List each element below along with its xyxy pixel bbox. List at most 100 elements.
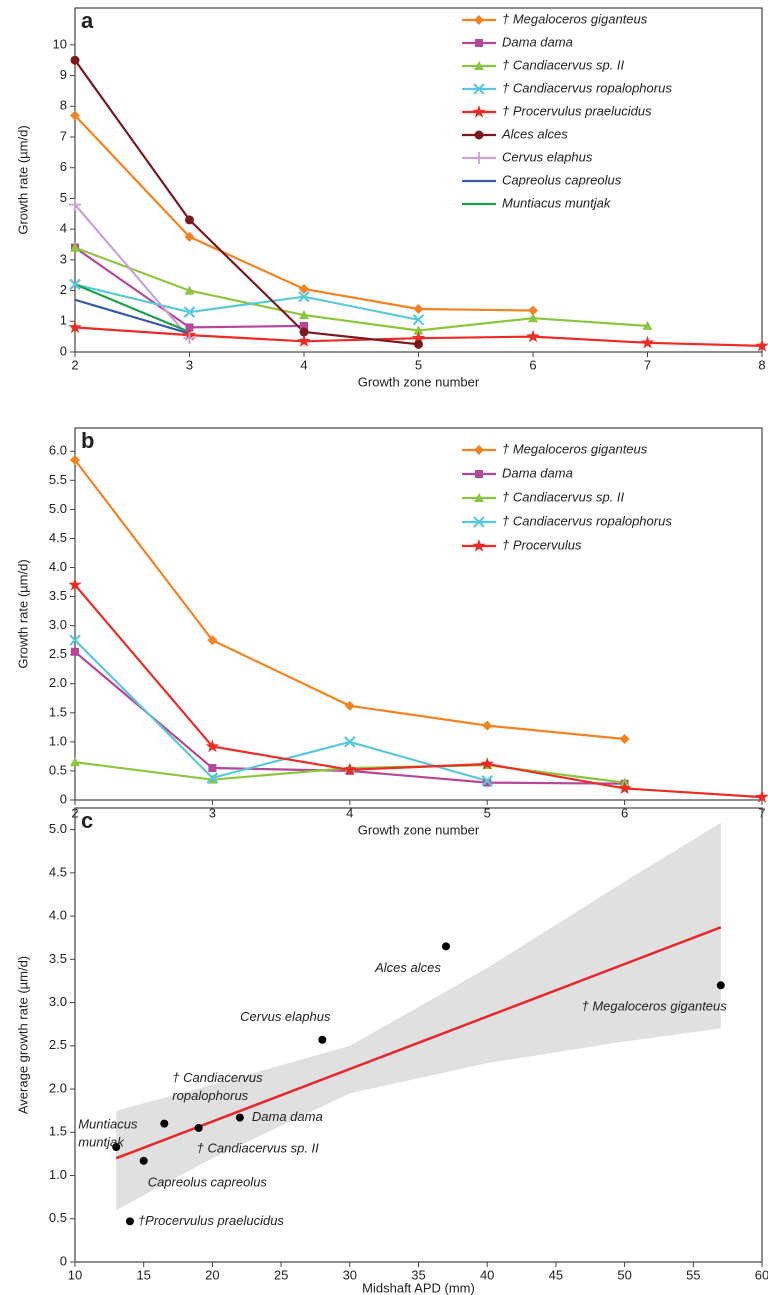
x-axis-title: Growth zone number: [358, 822, 480, 837]
legend-label: † Candiacervus ropalophorus: [502, 80, 672, 95]
y-tick-label: 2.0: [49, 675, 67, 690]
y-tick-label: 3: [60, 251, 67, 266]
y-tick-label: 0.5: [49, 762, 67, 777]
y-tick-label: 1.0: [49, 1167, 67, 1182]
x-tick-label: 45: [549, 1267, 563, 1282]
y-tick-label: 3.5: [49, 951, 67, 966]
y-tick-label: 2: [60, 282, 67, 297]
y-tick-label: 0: [60, 343, 67, 358]
point-label: †Procervulus praelucidus: [138, 1213, 284, 1228]
point-label: † Megaloceros giganteus: [582, 999, 728, 1014]
x-tick-label: 2: [71, 357, 78, 372]
marker: [526, 330, 539, 343]
marker: [71, 648, 79, 656]
marker: [185, 215, 194, 224]
y-axis-title: Average growth rate (µm/d): [15, 956, 30, 1114]
marker: [641, 336, 654, 349]
point-label: muntjak: [78, 1134, 125, 1149]
legend-marker: [475, 470, 483, 478]
y-tick-label: 5.5: [49, 472, 67, 487]
y-tick-label: 6.0: [49, 443, 67, 458]
legend-label: † Candiacervus ropalophorus: [502, 513, 672, 528]
legend-marker: [472, 105, 485, 118]
legend-label: Muntiacus muntjak: [502, 195, 612, 210]
x-axis-title: Growth zone number: [358, 374, 480, 389]
panel-label: c: [81, 808, 93, 833]
y-tick-label: 5: [60, 190, 67, 205]
x-tick-label: 5: [415, 357, 422, 372]
y-tick-label: 0: [60, 791, 67, 806]
point: [195, 1124, 203, 1132]
legend-marker: [472, 539, 485, 552]
figure: a0123456789102345678Growth zone numberGr…: [0, 0, 768, 1295]
series-line: [75, 248, 648, 331]
x-tick-label: 15: [136, 1267, 150, 1282]
legend-marker: [475, 131, 484, 140]
legend-marker: [473, 152, 485, 164]
y-tick-label: 4.5: [49, 864, 67, 879]
x-tick-label: 50: [617, 1267, 631, 1282]
x-tick-label: 4: [300, 357, 307, 372]
point-label: † Candiacervus: [172, 1070, 263, 1085]
series-line: [75, 640, 487, 781]
y-tick-label: 3.5: [49, 588, 67, 603]
y-tick-label: 2.5: [49, 1037, 67, 1052]
legend-label: Alces alces: [501, 126, 568, 141]
legend-label: Capreolus capreolus: [502, 172, 622, 187]
point: [160, 1120, 168, 1128]
y-tick-label: 3.0: [49, 994, 67, 1009]
x-tick-label: 60: [755, 1267, 768, 1282]
y-tick-label: 7: [60, 128, 67, 143]
point-label: † Candiacervus sp. II: [197, 1140, 320, 1155]
x-tick-label: 7: [644, 357, 651, 372]
legend-label: † Candiacervus sp. II: [502, 489, 625, 504]
point: [140, 1157, 148, 1165]
marker: [345, 701, 355, 711]
series-line: [75, 205, 190, 339]
marker: [620, 734, 630, 744]
plot-frame: [75, 8, 762, 352]
y-tick-label: 1.5: [49, 704, 67, 719]
x-tick-label: 30: [343, 1267, 357, 1282]
series-line: [75, 585, 762, 797]
legend-marker: [474, 15, 484, 25]
y-tick-label: 6: [60, 159, 67, 174]
x-tick-label: 20: [205, 1267, 219, 1282]
y-tick-label: 2.5: [49, 646, 67, 661]
legend-marker: [474, 445, 484, 455]
point-label: ropalophorus: [172, 1088, 248, 1103]
legend-marker: [475, 39, 483, 47]
legend-label: † Procervulus praelucidus: [502, 103, 652, 118]
legend-label: † Megaloceros giganteus: [502, 441, 648, 456]
y-tick-label: 3.0: [49, 617, 67, 632]
y-tick-label: 5.0: [49, 501, 67, 516]
legend-label: † Candiacervus sp. II: [502, 57, 625, 72]
x-tick-label: 10: [68, 1267, 82, 1282]
y-tick-label: 9: [60, 67, 67, 82]
legend-label: † Procervulus: [502, 537, 582, 552]
point: [717, 981, 725, 989]
y-tick-label: 2.0: [49, 1080, 67, 1095]
point: [318, 1036, 326, 1044]
x-axis-title: Midshaft APD (mm): [362, 1280, 475, 1295]
legend-label: Cervus elaphus: [502, 149, 593, 164]
marker: [71, 56, 80, 65]
y-tick-label: 0: [60, 1253, 67, 1268]
x-tick-label: 6: [529, 357, 536, 372]
y-tick-label: 1.0: [49, 733, 67, 748]
marker: [414, 340, 423, 349]
y-tick-label: 1: [60, 313, 67, 328]
marker: [300, 328, 309, 337]
series-line: [75, 60, 419, 344]
y-tick-label: 4.5: [49, 530, 67, 545]
y-tick-label: 10: [53, 36, 67, 51]
x-tick-label: 25: [274, 1267, 288, 1282]
x-tick-label: 55: [686, 1267, 700, 1282]
marker: [414, 304, 424, 314]
y-tick-label: 5.0: [49, 821, 67, 836]
series-line: [75, 116, 533, 311]
x-tick-label: 40: [480, 1267, 494, 1282]
point: [236, 1114, 244, 1122]
y-tick-label: 0.5: [49, 1210, 67, 1225]
x-tick-label: 8: [758, 357, 765, 372]
